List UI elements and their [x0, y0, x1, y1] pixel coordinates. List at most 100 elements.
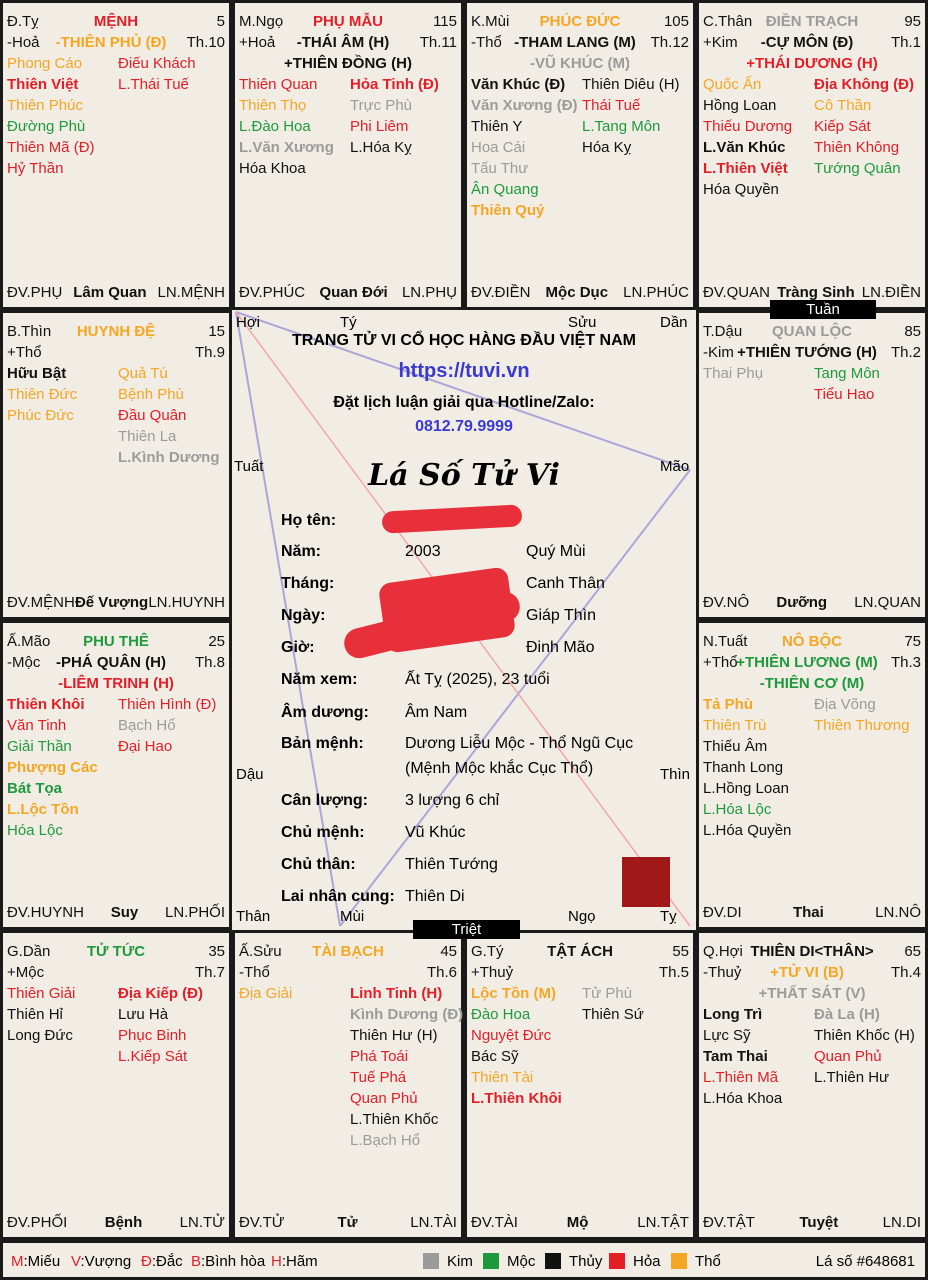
palace-footer: ĐV.MỆNH Đế Vượng LN.HUYNH	[7, 594, 225, 611]
palace-month: Th.8	[194, 654, 225, 671]
info-label: Chủ thân:	[281, 856, 356, 873]
star: Giải Thần	[7, 738, 72, 755]
info-label: Họ tên:	[281, 512, 337, 529]
palace-cell[interactable]: G.Tý TẬT ÁCH 55 +Thuỷ Th.5 Lộc Tồn (M) Đào Hoa…	[464, 930, 696, 1240]
main-star: +THIÊN TƯỚNG (H)	[737, 344, 877, 361]
palace-branch: T.Dậu	[703, 323, 743, 340]
trang-sinh-stage: Tuyệt	[799, 1214, 839, 1231]
palace-branch: Đ.Tỵ	[7, 13, 39, 30]
branch-label: Dần	[660, 314, 688, 331]
palace-footer: ĐV.HUYNH Suy LN.PHỐI	[7, 904, 225, 921]
strength-name: :Bình hòa	[201, 1253, 266, 1270]
main-star: +THIÊN LƯƠNG (M)	[736, 654, 878, 671]
star: Phượng Các	[7, 759, 98, 776]
star: L.Thiên Việt	[703, 160, 788, 177]
info-label: Ngày:	[281, 607, 326, 624]
palace-cell[interactable]: C.Thân ĐIỀN TRẠCH 95 +Kim Th.1 -CỰ MÔN (Đ) +TH…	[696, 0, 928, 310]
star: Thiên Khôi	[7, 696, 85, 713]
palace-name: PHU THÊ	[83, 633, 149, 650]
trang-sinh-stage: Bệnh	[104, 1214, 143, 1231]
star: Thái Tuế	[582, 97, 641, 114]
palace-cell[interactable]: B.Thìn HUYNH ĐỆ 15 +Thổ Th.9 Hữu Bật Thiên Đức…	[0, 310, 232, 620]
strength-code: H	[271, 1253, 282, 1270]
star: Địa Không (Đ)	[814, 76, 914, 93]
star: Điếu Khách	[118, 55, 196, 72]
branch-label: Hợi	[236, 314, 261, 331]
palace-age: 5	[216, 13, 225, 30]
palace-name: PHỤ MẪU	[313, 13, 383, 30]
dai-van-label: ĐV.TẬT	[703, 1214, 755, 1231]
trang-sinh-stage: Tràng Sinh	[777, 284, 855, 301]
star: Thiên Hỉ	[7, 1006, 63, 1023]
star: Ân Quang	[471, 181, 539, 198]
luu-nien-label: LN.PHỤ	[401, 284, 457, 301]
palace-cell[interactable]: K.Mùi PHÚC ĐỨC 105 -Thổ Th.12 -THAM LANG (M) -…	[464, 0, 696, 310]
main-star: -LIÊM TRINH (H)	[58, 675, 174, 692]
element-color-swatch	[423, 1253, 439, 1269]
star: Quan Phủ	[350, 1090, 418, 1107]
star: Phúc Đức	[7, 407, 74, 424]
palace-footer: ĐV.ĐIỀN Mộc Dục LN.PHÚC	[471, 284, 689, 301]
palace-cell[interactable]: Đ.Tỵ MỆNH 5 -Hoả Th.10 -THIÊN PHỦ (Đ) Phong Cá…	[0, 0, 232, 310]
palace-footer: ĐV.PHỤ Lâm Quan LN.MỆNH	[7, 284, 225, 301]
hotline-label: Đặt lịch luận giải qua Hotline/Zalo:	[333, 394, 595, 411]
element-legend-item: Hỏa	[609, 1253, 661, 1270]
palace-element: +Thổ	[703, 654, 738, 671]
star: Quả Tú	[118, 365, 168, 382]
branch-label: Tuất	[234, 458, 264, 475]
element-legend-item: Thủy	[545, 1253, 602, 1270]
palace-name: NÔ BỘC	[782, 633, 842, 650]
palace-name: TẬT ÁCH	[547, 943, 613, 960]
branch-label: Tỵ	[660, 908, 677, 925]
palace-cell[interactable]: N.Tuất NÔ BỘC 75 +Thổ Th.3 +THIÊN LƯƠNG (M) -T…	[696, 620, 928, 930]
star: Long Đức	[7, 1027, 73, 1044]
star: Phá Toái	[350, 1048, 409, 1065]
luu-nien-label: LN.TÀI	[410, 1214, 457, 1231]
palace-cell[interactable]: T.Dậu QUAN LỘC 85 -Kim Th.2 +THIÊN TƯỚNG (H) T…	[696, 310, 928, 620]
star: L.Hóa Kỵ	[350, 139, 412, 156]
palace-element: -Mộc	[7, 654, 41, 671]
info-label: Năm xem:	[281, 671, 358, 688]
star: Đại Hao	[118, 738, 173, 755]
star: L.Lộc Tồn	[7, 801, 79, 818]
strength-legend-item: Đ:Đắc	[141, 1253, 183, 1270]
strength-code: M	[11, 1253, 24, 1270]
info-label: Chủ mệnh:	[281, 824, 365, 841]
star: Thiên Quý	[471, 202, 545, 219]
main-star: +THÁI DƯƠNG (H)	[746, 55, 878, 72]
star: L.Tang Môn	[582, 118, 661, 135]
branch-label: Ngọ	[568, 908, 596, 925]
info-value: Ất Tỵ (2025), 23 tuổi	[405, 671, 550, 688]
palace-cell[interactable]: G.Dần TỬ TỨC 35 +Mộc Th.7 Thiên Giải Thiên Hỉ L…	[0, 930, 232, 1240]
star: Phong Cáo	[7, 55, 83, 72]
website-link[interactable]: https://tuvi.vn	[398, 360, 530, 382]
palace-cell[interactable]: Q.Hợi THIÊN DI<THÂN> 65 -Thuỷ Th.4 +TỬ VI (B)…	[696, 930, 928, 1240]
palace-cell[interactable]: Ấ.Sửu TÀI BẠCH 45 -Thổ Th.6 Địa Giải Linh Tinh…	[232, 930, 464, 1240]
strength-code: B	[191, 1253, 202, 1270]
star: Hóa Kỵ	[582, 139, 632, 156]
info-value: Âm Nam	[405, 704, 468, 721]
main-star: -PHÁ QUÂN (H)	[56, 654, 166, 671]
palace-footer: ĐV.TÀI Mộ LN.TẬT	[471, 1214, 689, 1231]
star: Bát Tọa	[7, 780, 63, 797]
strength-legend-item: V:Vượng	[71, 1253, 131, 1270]
palace-month: Th.2	[890, 344, 921, 361]
palace-branch: G.Dần	[7, 943, 51, 960]
star: Hóa Khoa	[239, 160, 306, 177]
palace-cell[interactable]: M.Ngọ PHỤ MẪU 115 +Hoả Th.11 -THÁI ÂM (H) +THI…	[232, 0, 464, 310]
chart-title: Lá Số Tử Vi	[368, 458, 560, 493]
info-value: 3 lượng 6 chỉ	[405, 792, 500, 809]
star: Phục Binh	[118, 1027, 187, 1044]
palace-cell[interactable]: Ấ.Mão PHU THÊ 25 -Mộc Th.8 -PHÁ QUÂN (H) -LIÊM…	[0, 620, 232, 930]
strength-name: :Hãm	[281, 1253, 318, 1270]
star: Bạch Hổ	[118, 717, 176, 734]
hotline-number[interactable]: 0812.79.9999	[415, 418, 513, 435]
palace-name: HUYNH ĐỆ	[76, 323, 156, 340]
trang-sinh-stage: Lâm Quan	[73, 284, 147, 301]
dai-van-label: ĐV.NÔ	[703, 594, 750, 611]
strength-name: :Đắc	[151, 1253, 183, 1270]
palace-name: MỆNH	[93, 13, 139, 30]
seal-logo	[622, 857, 670, 907]
element-name: Kim	[447, 1253, 473, 1270]
star: Thiên Trù	[703, 717, 767, 734]
